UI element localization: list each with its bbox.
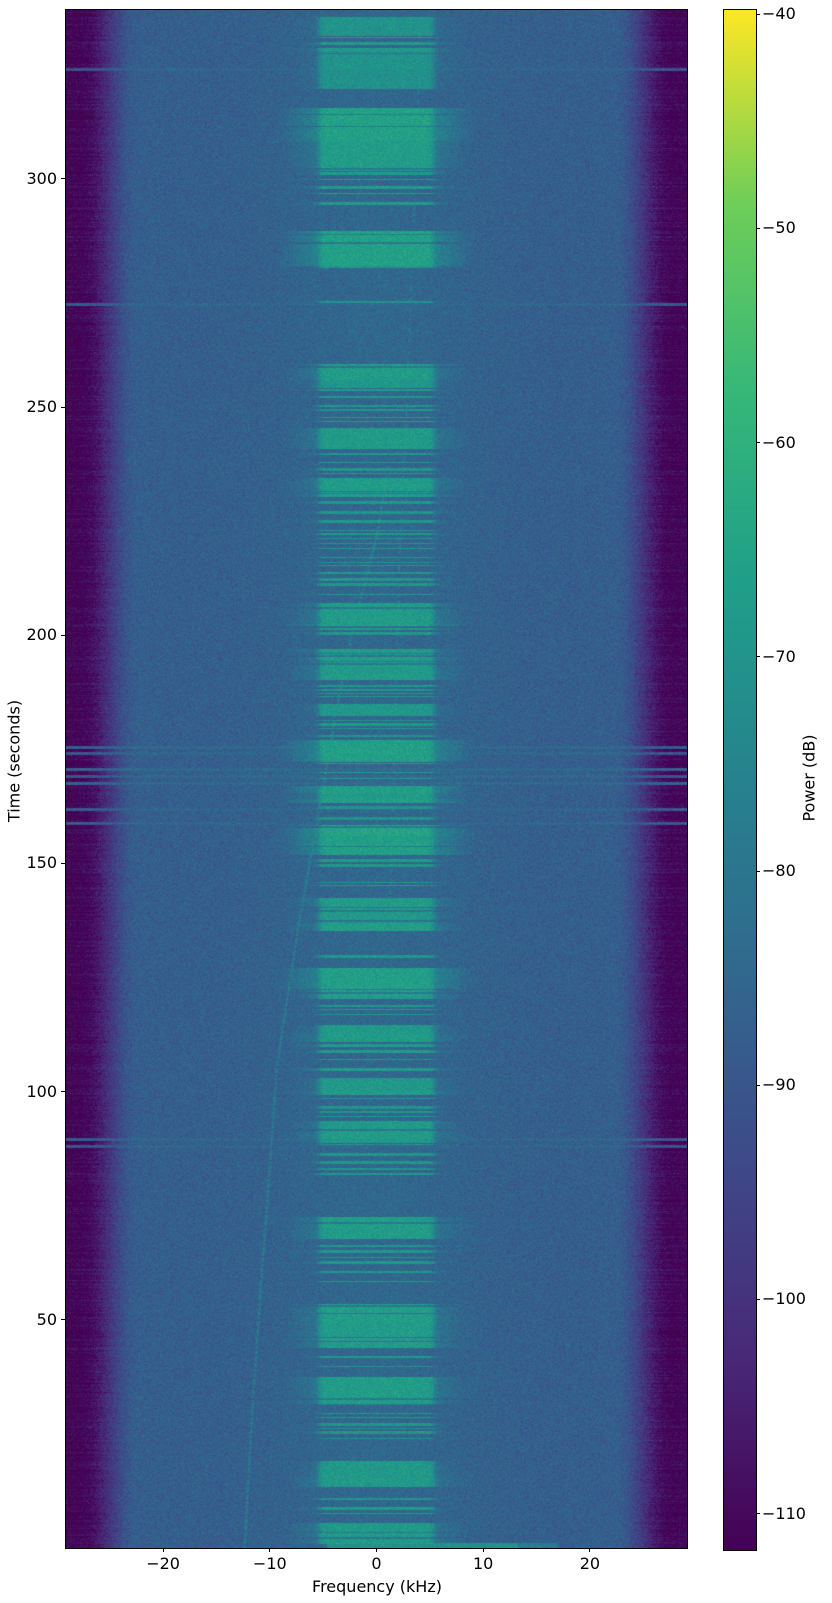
colorbar-label: Power (dB) — [799, 734, 819, 822]
y-tick-mark — [61, 406, 65, 408]
x-tick-label: 20 — [579, 1554, 601, 1573]
x-tick-mark — [376, 1548, 377, 1552]
colorbar-tick-label: −80 — [762, 861, 796, 881]
colorbar-tick-mark — [756, 1513, 760, 1515]
colorbar-tick-mark — [756, 656, 760, 658]
colorbar-tick-mark — [756, 13, 760, 15]
colorbar-tick-mark — [756, 442, 760, 444]
y-tick-mark — [61, 862, 65, 864]
x-tick-label: −20 — [146, 1554, 180, 1573]
y-tick-label: 150 — [26, 853, 57, 873]
y-tick-mark — [61, 178, 65, 180]
colorbar-gradient — [724, 10, 756, 1550]
x-tick-label: 0 — [371, 1554, 382, 1573]
colorbar-tick-mark — [756, 1084, 760, 1086]
y-tick-mark — [61, 634, 65, 636]
colorbar-tick-label: −50 — [762, 218, 796, 238]
colorbar-tick-label: −40 — [762, 4, 796, 24]
colorbar-tick-label: −110 — [762, 1503, 806, 1523]
y-tick-label: 200 — [26, 625, 57, 645]
x-tick-mark — [162, 1548, 164, 1552]
y-axis-label: Time (seconds) — [4, 699, 24, 823]
y-tick-mark — [61, 1091, 65, 1093]
x-tick-label: −10 — [252, 1554, 287, 1573]
y-tick-label: 100 — [26, 1081, 57, 1101]
x-tick-mark — [589, 1548, 591, 1552]
colorbar-tick-mark — [756, 870, 760, 872]
colorbar-tick-label: −70 — [762, 646, 796, 666]
x-tick-mark — [269, 1548, 271, 1552]
colorbar-tick-label: −60 — [762, 432, 796, 452]
x-axis-label: Frequency (kHz) — [312, 1577, 442, 1596]
colorbar-tick-label: −90 — [762, 1075, 796, 1095]
y-tick-label: 300 — [26, 168, 57, 188]
colorbar-tick-mark — [756, 1298, 760, 1300]
colorbar-tick-label: −100 — [762, 1289, 806, 1309]
spectrogram-heatmap — [66, 10, 687, 1548]
x-tick-mark — [482, 1548, 484, 1552]
colorbar-tick-mark — [756, 227, 760, 229]
x-tick-label: 10 — [473, 1554, 494, 1573]
y-tick-label: 50 — [36, 1309, 57, 1329]
y-tick-label: 250 — [26, 397, 57, 417]
y-tick-mark — [61, 1319, 65, 1321]
